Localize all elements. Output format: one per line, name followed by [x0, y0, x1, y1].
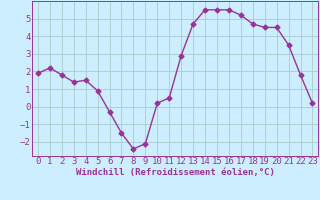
- X-axis label: Windchill (Refroidissement éolien,°C): Windchill (Refroidissement éolien,°C): [76, 168, 275, 177]
